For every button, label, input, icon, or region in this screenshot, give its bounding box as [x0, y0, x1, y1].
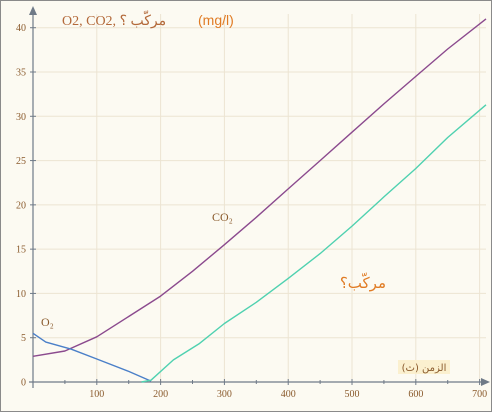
y-tick-label-20: 20: [16, 200, 26, 211]
x-axis-label: الزمن (ث): [402, 363, 447, 374]
x-tick-label-200: 200: [153, 389, 168, 400]
x-tick-label-500: 500: [345, 389, 360, 400]
y-tick-label-40: 40: [16, 23, 26, 34]
y-tick-label-0: 0: [21, 378, 26, 389]
x-tick-label-400: 400: [281, 389, 296, 400]
series-line-co2: [32, 18, 487, 357]
x-axis-label-box: [398, 360, 450, 374]
series-line-compound: [141, 104, 487, 383]
series-label-compound: مركّب؟: [340, 272, 386, 292]
y-tick-label-35: 35: [16, 68, 26, 79]
series-label-co2: CO₂: [212, 210, 233, 224]
x-axis-arrow: [481, 378, 490, 386]
ticks: 0 5 10 15 20 25 30 35 40 100 200 300 400 500 600 700: [16, 23, 487, 400]
gridlines: [33, 14, 486, 382]
chart-unit: (mg/l): [198, 12, 234, 28]
y-tick-label-15: 15: [16, 245, 26, 256]
x-tick-label-300: 300: [217, 389, 232, 400]
y-tick-label-25: 25: [16, 156, 26, 167]
y-tick-label-5: 5: [21, 333, 26, 344]
x-tick-label-100: 100: [89, 389, 104, 400]
x-tick-label-700: 700: [472, 389, 487, 400]
y-tick-label-10: 10: [16, 289, 26, 300]
y-axis-arrow: [29, 6, 37, 15]
x-tick-label-600: 600: [408, 389, 423, 400]
chart-title: O2, CO2, مركّب ؟: [62, 10, 166, 29]
series-line-o2: [32, 332, 152, 382]
series-lines: [32, 18, 487, 383]
y-tick-label-30: 30: [16, 112, 26, 123]
series-label-o2: O₂: [41, 315, 54, 329]
